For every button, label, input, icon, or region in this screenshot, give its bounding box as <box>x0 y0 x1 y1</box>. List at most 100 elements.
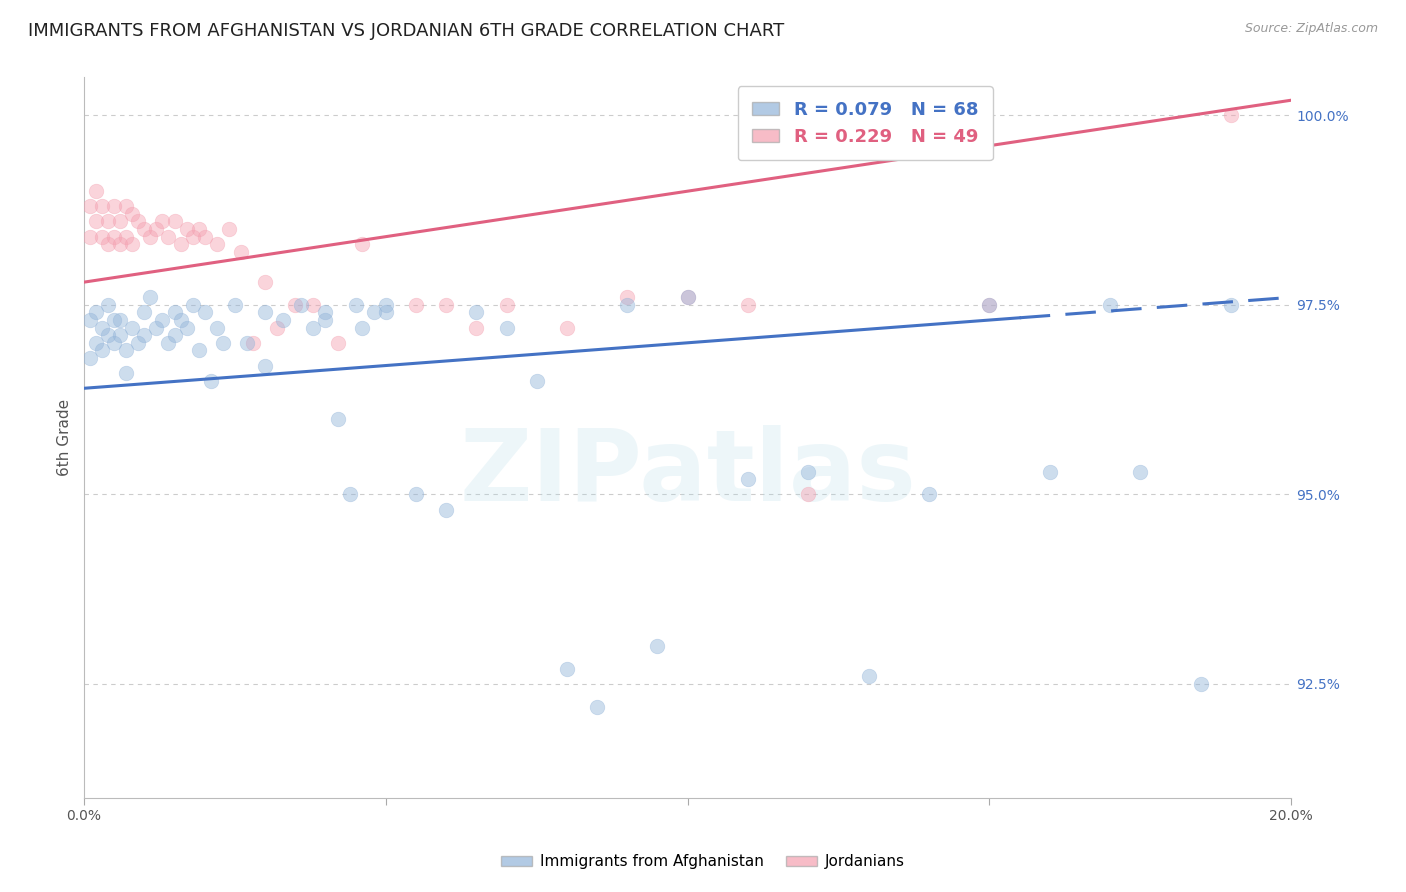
Point <box>103 313 125 327</box>
Point <box>194 229 217 244</box>
Point <box>350 237 373 252</box>
Point <box>254 305 277 319</box>
Point <box>157 335 180 350</box>
Point <box>152 313 174 327</box>
Point <box>115 199 138 213</box>
Point <box>374 298 396 312</box>
Point <box>242 335 264 350</box>
Point <box>405 298 427 312</box>
Point <box>350 320 373 334</box>
Point <box>139 229 162 244</box>
Point <box>918 487 941 501</box>
Point <box>163 328 186 343</box>
Point <box>176 320 198 334</box>
Point <box>97 237 120 252</box>
Point <box>121 320 143 334</box>
Point <box>103 335 125 350</box>
Point <box>676 290 699 304</box>
Text: ZIPatlas: ZIPatlas <box>460 425 917 522</box>
Point <box>1129 465 1152 479</box>
Point <box>271 313 294 327</box>
Point <box>858 669 880 683</box>
Point <box>326 411 349 425</box>
Point <box>121 237 143 252</box>
Point <box>1220 298 1243 312</box>
Point <box>84 335 107 350</box>
Point <box>236 335 259 350</box>
Point <box>326 335 349 350</box>
Point <box>187 222 209 236</box>
Point <box>91 229 114 244</box>
Point <box>108 313 131 327</box>
Point <box>266 320 288 334</box>
Point <box>555 320 578 334</box>
Point <box>108 237 131 252</box>
Point <box>97 328 120 343</box>
Point <box>465 305 488 319</box>
Point <box>84 305 107 319</box>
Point <box>91 320 114 334</box>
Point <box>555 662 578 676</box>
Point <box>979 298 1001 312</box>
Point <box>302 320 325 334</box>
Point <box>218 222 240 236</box>
Point <box>84 214 107 228</box>
Point <box>187 343 209 358</box>
Point <box>134 328 156 343</box>
Point <box>103 229 125 244</box>
Point <box>181 298 204 312</box>
Point <box>374 305 396 319</box>
Point <box>1099 298 1122 312</box>
Point <box>616 290 638 304</box>
Point <box>97 214 120 228</box>
Point <box>254 359 277 373</box>
Point <box>647 639 669 653</box>
Point <box>434 298 457 312</box>
Point <box>103 199 125 213</box>
Point <box>205 320 228 334</box>
Point <box>194 305 217 319</box>
Text: Source: ZipAtlas.com: Source: ZipAtlas.com <box>1244 22 1378 36</box>
Point <box>91 199 114 213</box>
Point <box>108 214 131 228</box>
Point <box>465 320 488 334</box>
Point <box>1220 108 1243 122</box>
Point <box>97 298 120 312</box>
Point <box>302 298 325 312</box>
Point <box>979 298 1001 312</box>
Point <box>176 222 198 236</box>
Point <box>169 313 191 327</box>
Point <box>344 298 367 312</box>
Point <box>145 320 167 334</box>
Point <box>145 222 167 236</box>
Point <box>254 275 277 289</box>
Point <box>79 229 101 244</box>
Point <box>363 305 385 319</box>
Point <box>163 305 186 319</box>
Point <box>169 237 191 252</box>
Legend: R = 0.079   N = 68, R = 0.229   N = 49: R = 0.079 N = 68, R = 0.229 N = 49 <box>738 87 993 161</box>
Point <box>339 487 361 501</box>
Point <box>79 199 101 213</box>
Point <box>115 229 138 244</box>
Point <box>115 366 138 380</box>
Point <box>290 298 312 312</box>
Point <box>434 502 457 516</box>
Point <box>91 343 114 358</box>
Text: IMMIGRANTS FROM AFGHANISTAN VS JORDANIAN 6TH GRADE CORRELATION CHART: IMMIGRANTS FROM AFGHANISTAN VS JORDANIAN… <box>28 22 785 40</box>
Point <box>526 374 548 388</box>
Point <box>134 222 156 236</box>
Point <box>1039 465 1062 479</box>
Point <box>737 472 759 486</box>
Point <box>495 320 517 334</box>
Point <box>797 487 820 501</box>
Point <box>314 305 336 319</box>
Point <box>163 214 186 228</box>
Point <box>200 374 222 388</box>
Point <box>314 313 336 327</box>
Point <box>737 298 759 312</box>
Point <box>139 290 162 304</box>
Point <box>211 335 233 350</box>
Point <box>284 298 307 312</box>
Legend: Immigrants from Afghanistan, Jordanians: Immigrants from Afghanistan, Jordanians <box>495 848 911 875</box>
